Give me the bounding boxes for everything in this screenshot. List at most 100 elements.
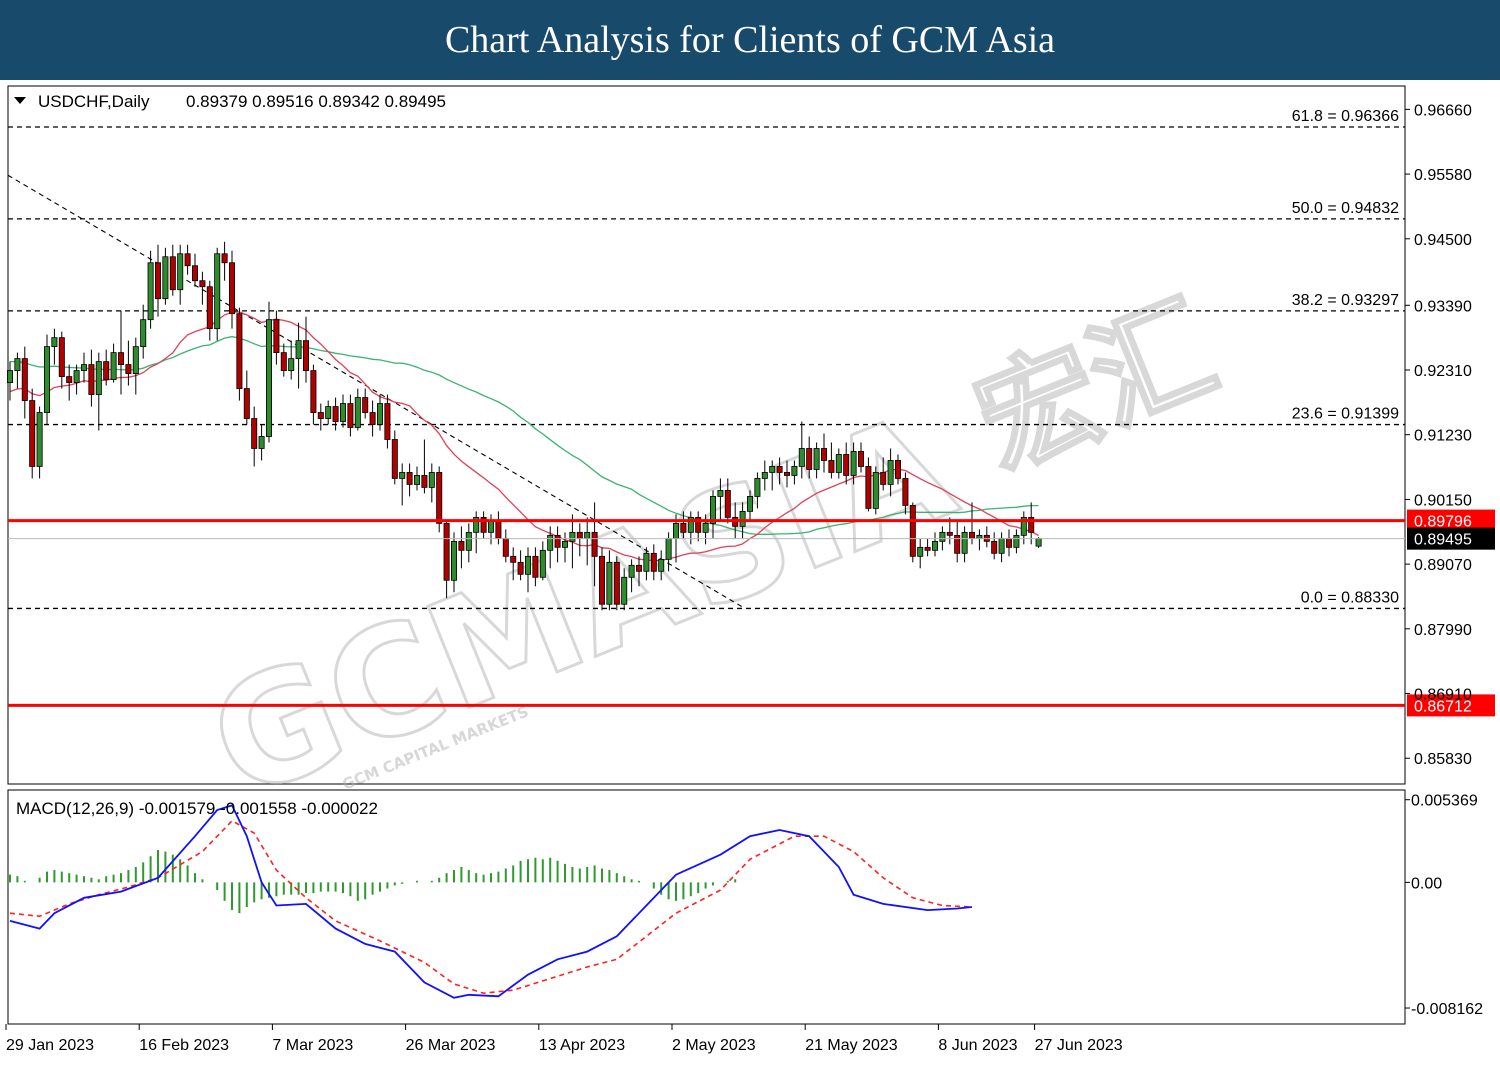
candle-bullish — [95, 361, 102, 395]
candle-bearish — [243, 388, 250, 419]
candle-bullish — [976, 534, 983, 539]
candle-bullish — [399, 472, 406, 479]
candle-bearish — [946, 531, 953, 536]
candle-bullish — [835, 454, 842, 473]
candle-bearish — [510, 555, 517, 563]
price-axis-label: 0.93390 — [1414, 298, 1472, 315]
candle-bearish — [206, 286, 213, 330]
candle-bullish — [413, 475, 420, 485]
price-axis-label: 0.92310 — [1414, 363, 1472, 380]
candle-bearish — [125, 364, 132, 374]
report-title: Chart Analysis for Clients of GCM Asia — [444, 19, 1056, 61]
candle-bearish — [191, 265, 198, 282]
candle-bullish — [325, 406, 332, 419]
time-axis-label: 8 Jun 2023 — [938, 1037, 1017, 1054]
candle-bearish — [280, 352, 287, 371]
candle-bullish — [376, 403, 383, 425]
candle-bearish — [865, 466, 872, 509]
candle-bullish — [7, 370, 13, 383]
candle-bearish — [66, 376, 73, 383]
candle-bearish — [347, 403, 354, 428]
price-tag-label: 0.86712 — [1414, 698, 1472, 715]
candle-bullish — [214, 253, 221, 330]
candle-bullish — [140, 319, 147, 348]
candle-bearish — [776, 466, 783, 473]
candle-bullish — [339, 403, 346, 422]
candle-bearish — [495, 519, 502, 539]
price-axis-label: 0.86910 — [1414, 687, 1472, 704]
candle-bullish — [584, 531, 591, 539]
candle-bullish — [917, 546, 924, 557]
candle-bearish — [902, 478, 909, 506]
fib-level-label: 38.2 = 0.93297 — [1292, 292, 1399, 309]
candle-bearish — [58, 337, 65, 377]
candle-bearish — [591, 531, 598, 557]
candle-bearish — [843, 454, 850, 476]
price-axis-label: 0.91230 — [1414, 428, 1472, 445]
candle-bearish — [384, 403, 391, 440]
fib-level-label: 50.0 = 0.94832 — [1292, 200, 1399, 217]
candle-bearish — [532, 555, 539, 578]
candle-bearish — [1028, 516, 1035, 533]
ohlc-label: 0.89379 0.89516 0.89342 0.89495 — [186, 92, 446, 111]
candle-bullish — [288, 358, 295, 371]
candle-bullish — [998, 537, 1005, 554]
macd-axis-label: 0.005369 — [1411, 793, 1478, 810]
fib-level-label: 23.6 = 0.91399 — [1292, 406, 1399, 423]
candle-bearish — [969, 531, 976, 539]
candle-bearish — [821, 448, 828, 461]
candle-bearish — [599, 555, 606, 605]
candle-bullish — [702, 522, 709, 533]
candle-bullish — [872, 472, 879, 509]
candle-bearish — [680, 522, 687, 533]
candle-bearish — [613, 561, 620, 605]
candle-bearish — [858, 451, 865, 467]
candle-bullish — [1020, 516, 1027, 536]
candle-bullish — [747, 496, 754, 512]
candle-bearish — [184, 253, 191, 267]
candle-bearish — [724, 490, 731, 518]
candle-bullish — [14, 358, 21, 371]
candle-bearish — [636, 564, 643, 572]
price-axis-label: 0.89070 — [1414, 557, 1472, 574]
candle-bullish — [791, 466, 798, 476]
time-axis-label: 21 May 2023 — [805, 1037, 898, 1054]
price-tag — [1407, 694, 1495, 717]
price-tag-label: 0.89796 — [1414, 514, 1472, 531]
macd-axis-label: 0.00 — [1411, 875, 1442, 892]
candle-bearish — [391, 439, 398, 479]
candle-bearish — [251, 418, 258, 449]
symbol-label: USDCHF,Daily — [38, 92, 150, 111]
candle-bearish — [21, 358, 28, 401]
candle-bearish — [502, 537, 509, 557]
candle-bullish — [525, 555, 532, 575]
candle-bearish — [1006, 537, 1013, 548]
candle-bullish — [658, 558, 665, 572]
candle-bullish — [132, 346, 139, 374]
candle-bearish — [695, 516, 702, 533]
candle-bullish — [44, 346, 51, 413]
candle-bearish — [421, 475, 428, 488]
candle-bullish — [73, 370, 80, 383]
candle-bearish — [317, 412, 324, 419]
candle-bullish — [450, 540, 457, 581]
candle-bullish — [295, 340, 302, 360]
candle-bullish — [162, 256, 169, 300]
candle-bullish — [258, 436, 265, 449]
candle-bearish — [828, 460, 835, 473]
candle-bearish — [806, 448, 813, 470]
candle-bearish — [909, 504, 916, 557]
price-axis-label: 0.87990 — [1414, 622, 1472, 639]
candle-bullish — [798, 448, 805, 467]
symbol-dropdown-icon[interactable] — [14, 97, 26, 104]
candle-bullish — [147, 262, 154, 321]
current-price-tag — [1407, 527, 1495, 550]
fib-level-label: 0.0 = 0.88330 — [1301, 589, 1399, 606]
candle-bullish — [177, 253, 184, 291]
price-axis-label: 0.94500 — [1414, 232, 1472, 249]
candle-bearish — [29, 400, 36, 467]
candle-bearish — [991, 540, 998, 554]
candle-bullish — [487, 519, 494, 533]
candle-bearish — [273, 319, 280, 354]
candle-bullish — [673, 522, 680, 539]
